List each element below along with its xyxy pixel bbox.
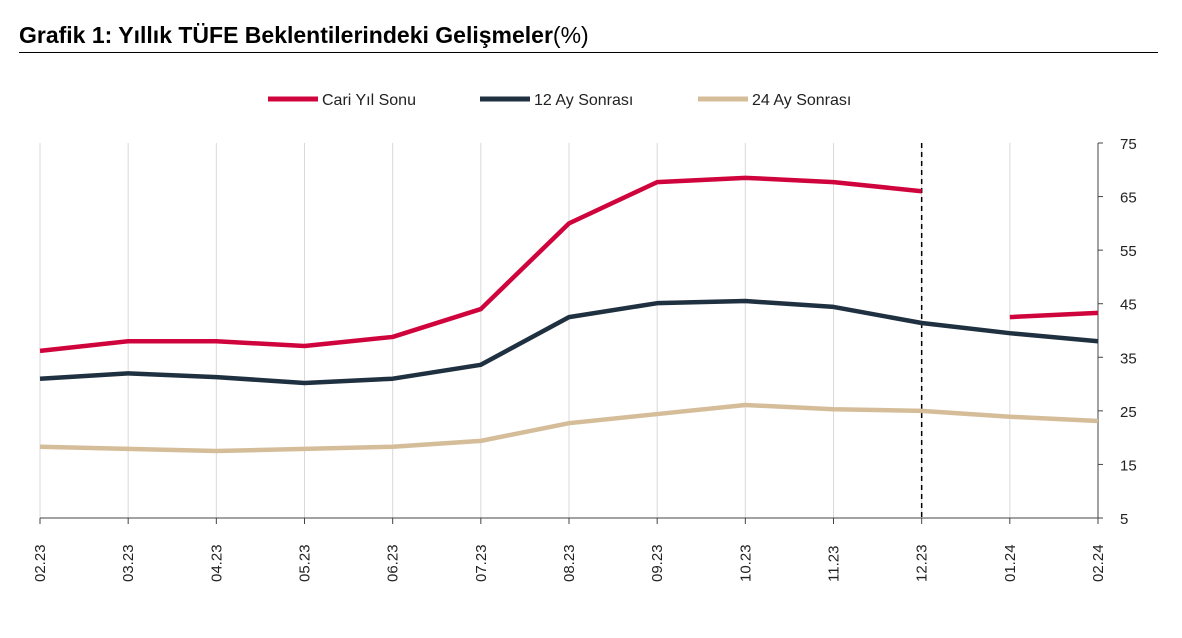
x-tick-label: 10.23 xyxy=(737,544,754,582)
chart-title-unit: (%) xyxy=(552,22,589,48)
x-tick-label: 02.24 xyxy=(1090,544,1107,582)
x-tick-label: 03.23 xyxy=(120,544,137,582)
x-tick-label: 02.23 xyxy=(32,544,49,582)
chart-title: Grafik 1: Yıllık TÜFE Beklentilerindeki … xyxy=(19,22,589,49)
y-tick-label: 5 xyxy=(1120,511,1128,528)
y-tick-label: 15 xyxy=(1120,457,1137,474)
x-tick-label: 09.23 xyxy=(649,544,666,582)
x-tick-label: 01.24 xyxy=(1002,544,1019,582)
series-line-0 xyxy=(39,175,922,354)
chart-title-text: Grafik 1: Yıllık TÜFE Beklentilerindeki … xyxy=(19,22,553,48)
x-tick-label: 11.23 xyxy=(826,546,843,582)
x-tick-label: 08.23 xyxy=(561,544,578,582)
legend-label: Cari Yıl Sonu xyxy=(322,92,416,109)
y-tick-label: 35 xyxy=(1120,350,1137,367)
y-tick-label: 65 xyxy=(1120,190,1137,207)
series-line-1 xyxy=(39,298,1099,386)
y-tick-label: 75 xyxy=(1120,136,1137,153)
y-tick-label: 25 xyxy=(1120,404,1137,421)
series-line-2 xyxy=(39,402,1099,454)
legend-label: 24 Ay Sonrası xyxy=(752,92,851,109)
series-line-0 xyxy=(1009,310,1099,320)
x-tick-label: 12.23 xyxy=(914,544,931,582)
x-tick-label: 06.23 xyxy=(385,544,402,582)
title-divider xyxy=(19,52,1158,53)
x-tick-label: 04.23 xyxy=(208,544,225,582)
x-tick-label: 07.23 xyxy=(473,544,490,582)
legend-label: 12 Ay Sonrası xyxy=(534,92,633,109)
y-tick-label: 45 xyxy=(1120,297,1137,314)
y-tick-label: 55 xyxy=(1120,243,1137,260)
x-tick-label: 05.23 xyxy=(297,544,314,582)
